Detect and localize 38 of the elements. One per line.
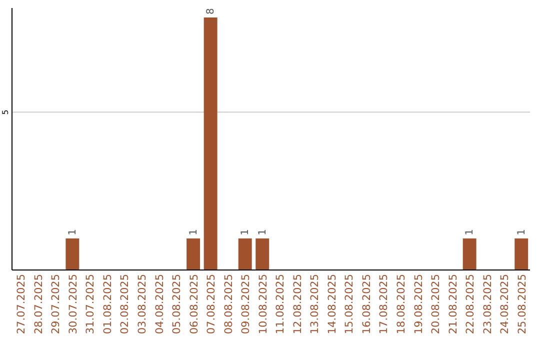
x-tick-label: 11.08.2025: [274, 274, 287, 334]
x-tick-label: 16.08.2025: [360, 274, 373, 334]
x-tick-label: 14.08.2025: [326, 274, 338, 334]
x-tick-label: 19.08.2025: [412, 274, 425, 334]
x-tick-label: 15.08.2025: [344, 274, 356, 334]
y-tick-label: 5: [1, 110, 10, 115]
x-tick-label: 06.08.2025: [188, 274, 200, 334]
x-tick-label: 17.08.2025: [378, 274, 390, 334]
x-tick-label: 30.07.2025: [67, 274, 80, 334]
x-tick-label: 10.08.2025: [257, 274, 270, 334]
x-tick-label: 07.08.2025: [206, 274, 218, 334]
x-tick-label: 18.08.2025: [396, 274, 408, 334]
x-tick-label: 22.08.2025: [464, 274, 477, 334]
x-tick-label: 09.08.2025: [240, 274, 252, 334]
x-tick-label: 23.08.2025: [482, 274, 494, 334]
x-tick-label: 27.07.2025: [16, 274, 28, 334]
data-label: 1: [257, 229, 268, 236]
data-label: 1: [188, 229, 200, 236]
x-tick-label: 02.08.2025: [119, 274, 132, 334]
x-tick-label: 03.08.2025: [136, 274, 148, 334]
x-tick-label: 01.08.2025: [102, 274, 114, 334]
x-tick-label: 21.08.2025: [447, 274, 460, 334]
data-label: 1: [464, 229, 476, 236]
x-tick-label: 25.08.2025: [516, 274, 528, 334]
x-tick-label: 24.08.2025: [499, 274, 512, 334]
x-tick-label: 28.07.2025: [32, 274, 45, 334]
data-label: 1: [67, 229, 78, 236]
x-tick-label: 05.08.2025: [171, 274, 184, 334]
x-tick-label: 08.08.2025: [222, 274, 235, 334]
x-tick-label: 12.08.2025: [292, 274, 304, 334]
data-label: 8: [206, 8, 217, 14]
x-tick-label: 04.08.2025: [154, 274, 166, 334]
x-tick-label: 31.07.2025: [84, 274, 97, 334]
x-tick-label: 20.08.2025: [430, 274, 442, 334]
x-tick-label: 29.07.2025: [50, 274, 62, 334]
data-label: 1: [516, 229, 528, 236]
data-label: 1: [240, 229, 252, 236]
x-tick-label: 13.08.2025: [309, 274, 322, 334]
